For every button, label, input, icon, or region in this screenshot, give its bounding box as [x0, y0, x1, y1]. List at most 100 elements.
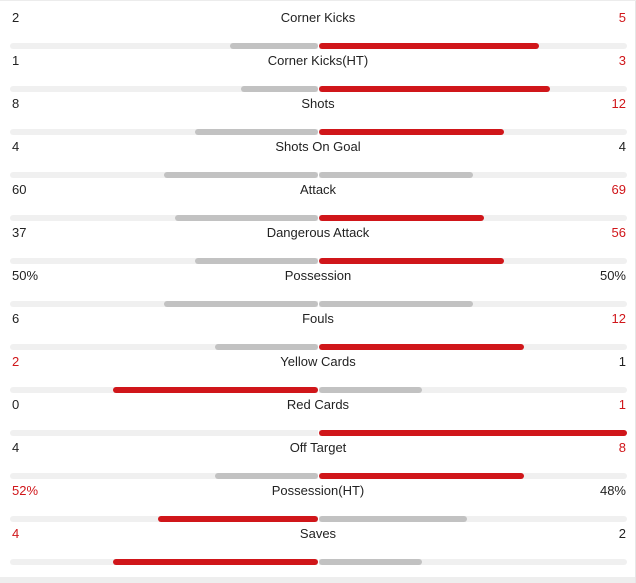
home-value: 2	[12, 354, 20, 369]
home-bar-track	[10, 387, 318, 393]
stat-values: 60 69	[0, 173, 636, 206]
stat-row: 0 1 Red Cards	[0, 388, 636, 436]
stat-values: 50% 50%	[0, 259, 636, 292]
home-bar-track	[10, 430, 318, 436]
home-value: 4	[12, 440, 20, 455]
stat-name: Shots	[301, 96, 335, 111]
home-bar-track	[10, 129, 318, 135]
stat-name: Corner Kicks	[280, 10, 356, 25]
away-value: 48%	[599, 483, 626, 498]
home-value: 1	[12, 53, 20, 68]
stat-name: Yellow Cards	[280, 354, 356, 369]
away-bar-track	[319, 215, 627, 221]
home-value: 50%	[12, 268, 39, 283]
away-bar-track	[319, 344, 627, 350]
home-bar-track	[10, 301, 318, 307]
home-value: 4	[12, 526, 20, 541]
away-bar-track	[319, 129, 627, 135]
stat-row: 8 12 Shots	[0, 87, 636, 135]
away-bar-track	[319, 86, 627, 92]
away-bar-fill	[319, 258, 504, 264]
away-value: 1	[618, 354, 626, 369]
home-bar-track	[10, 258, 318, 264]
away-bar-fill	[319, 301, 473, 307]
away-value: 69	[611, 182, 626, 197]
home-bar-fill	[215, 473, 318, 479]
stat-row: 2 1 Yellow Cards	[0, 345, 636, 393]
stat-name: Red Cards	[286, 397, 350, 412]
away-bar-fill	[319, 86, 550, 92]
bottom-divider	[0, 577, 636, 583]
away-bar-track	[319, 516, 627, 522]
home-value: 60	[12, 182, 27, 197]
stat-name: Off Target	[289, 440, 347, 455]
stat-name: Corner Kicks(HT)	[267, 53, 369, 68]
stat-row: 4 4 Shots On Goal	[0, 130, 636, 178]
stat-values: 52% 48%	[0, 474, 636, 507]
away-bar-fill	[319, 344, 524, 350]
home-bar-track	[10, 172, 318, 178]
stat-name: Fouls	[302, 311, 334, 326]
away-bar-track	[319, 172, 627, 178]
away-bar-fill	[319, 172, 473, 178]
stat-values: 6 12	[0, 302, 636, 335]
away-bar-fill	[319, 516, 467, 522]
away-bar-fill	[319, 387, 422, 393]
home-bar-fill	[230, 43, 318, 49]
away-value: 8	[618, 440, 626, 455]
away-value: 2	[618, 526, 626, 541]
away-value: 5	[618, 10, 626, 25]
home-bar-fill	[164, 301, 318, 307]
stat-name: Possession	[284, 268, 352, 283]
home-bar-fill	[241, 86, 318, 92]
stat-row: 52% 48% Possession(HT)	[0, 474, 636, 522]
away-bar-track	[319, 43, 627, 49]
home-bar-track	[10, 344, 318, 350]
home-value: 0	[12, 397, 20, 412]
away-value: 56	[611, 225, 626, 240]
away-bar-fill	[319, 473, 524, 479]
away-bar-track	[319, 430, 627, 436]
stat-row: 37 56 Dangerous Attack	[0, 216, 636, 264]
away-bar-fill	[319, 430, 627, 436]
away-bar-fill	[319, 215, 484, 221]
home-bar-track	[10, 215, 318, 221]
stat-values: 37 56	[0, 216, 636, 249]
stat-row: 50% 50% Possession	[0, 259, 636, 307]
home-bar-fill	[195, 258, 318, 264]
home-bar-fill	[164, 172, 318, 178]
away-bar-track	[319, 387, 627, 393]
home-bar-track	[10, 559, 318, 565]
stat-name: Shots On Goal	[275, 139, 361, 154]
away-bar-track	[319, 301, 627, 307]
home-bar-fill	[175, 215, 318, 221]
away-bar-track	[319, 559, 627, 565]
stat-values: 8 12	[0, 87, 636, 120]
away-bar-fill	[319, 43, 539, 49]
away-value: 3	[618, 53, 626, 68]
home-bar-fill	[215, 344, 318, 350]
home-bar-fill	[158, 516, 318, 522]
home-value: 6	[12, 311, 20, 326]
stat-row: 60 69 Attack	[0, 173, 636, 221]
away-bar-fill	[319, 559, 422, 565]
stat-name: Saves	[299, 526, 337, 541]
home-value: 2	[12, 10, 20, 25]
home-bar-track	[10, 43, 318, 49]
away-value: 4	[618, 139, 626, 154]
stat-name: Dangerous Attack	[266, 225, 370, 240]
away-bar-track	[319, 258, 627, 264]
stat-row: 4 8 Off Target	[0, 431, 636, 479]
away-value: 12	[611, 96, 626, 111]
home-value: 4	[12, 139, 20, 154]
away-bar-track	[319, 473, 627, 479]
home-bar-fill	[195, 129, 318, 135]
home-value: 52%	[12, 483, 39, 498]
